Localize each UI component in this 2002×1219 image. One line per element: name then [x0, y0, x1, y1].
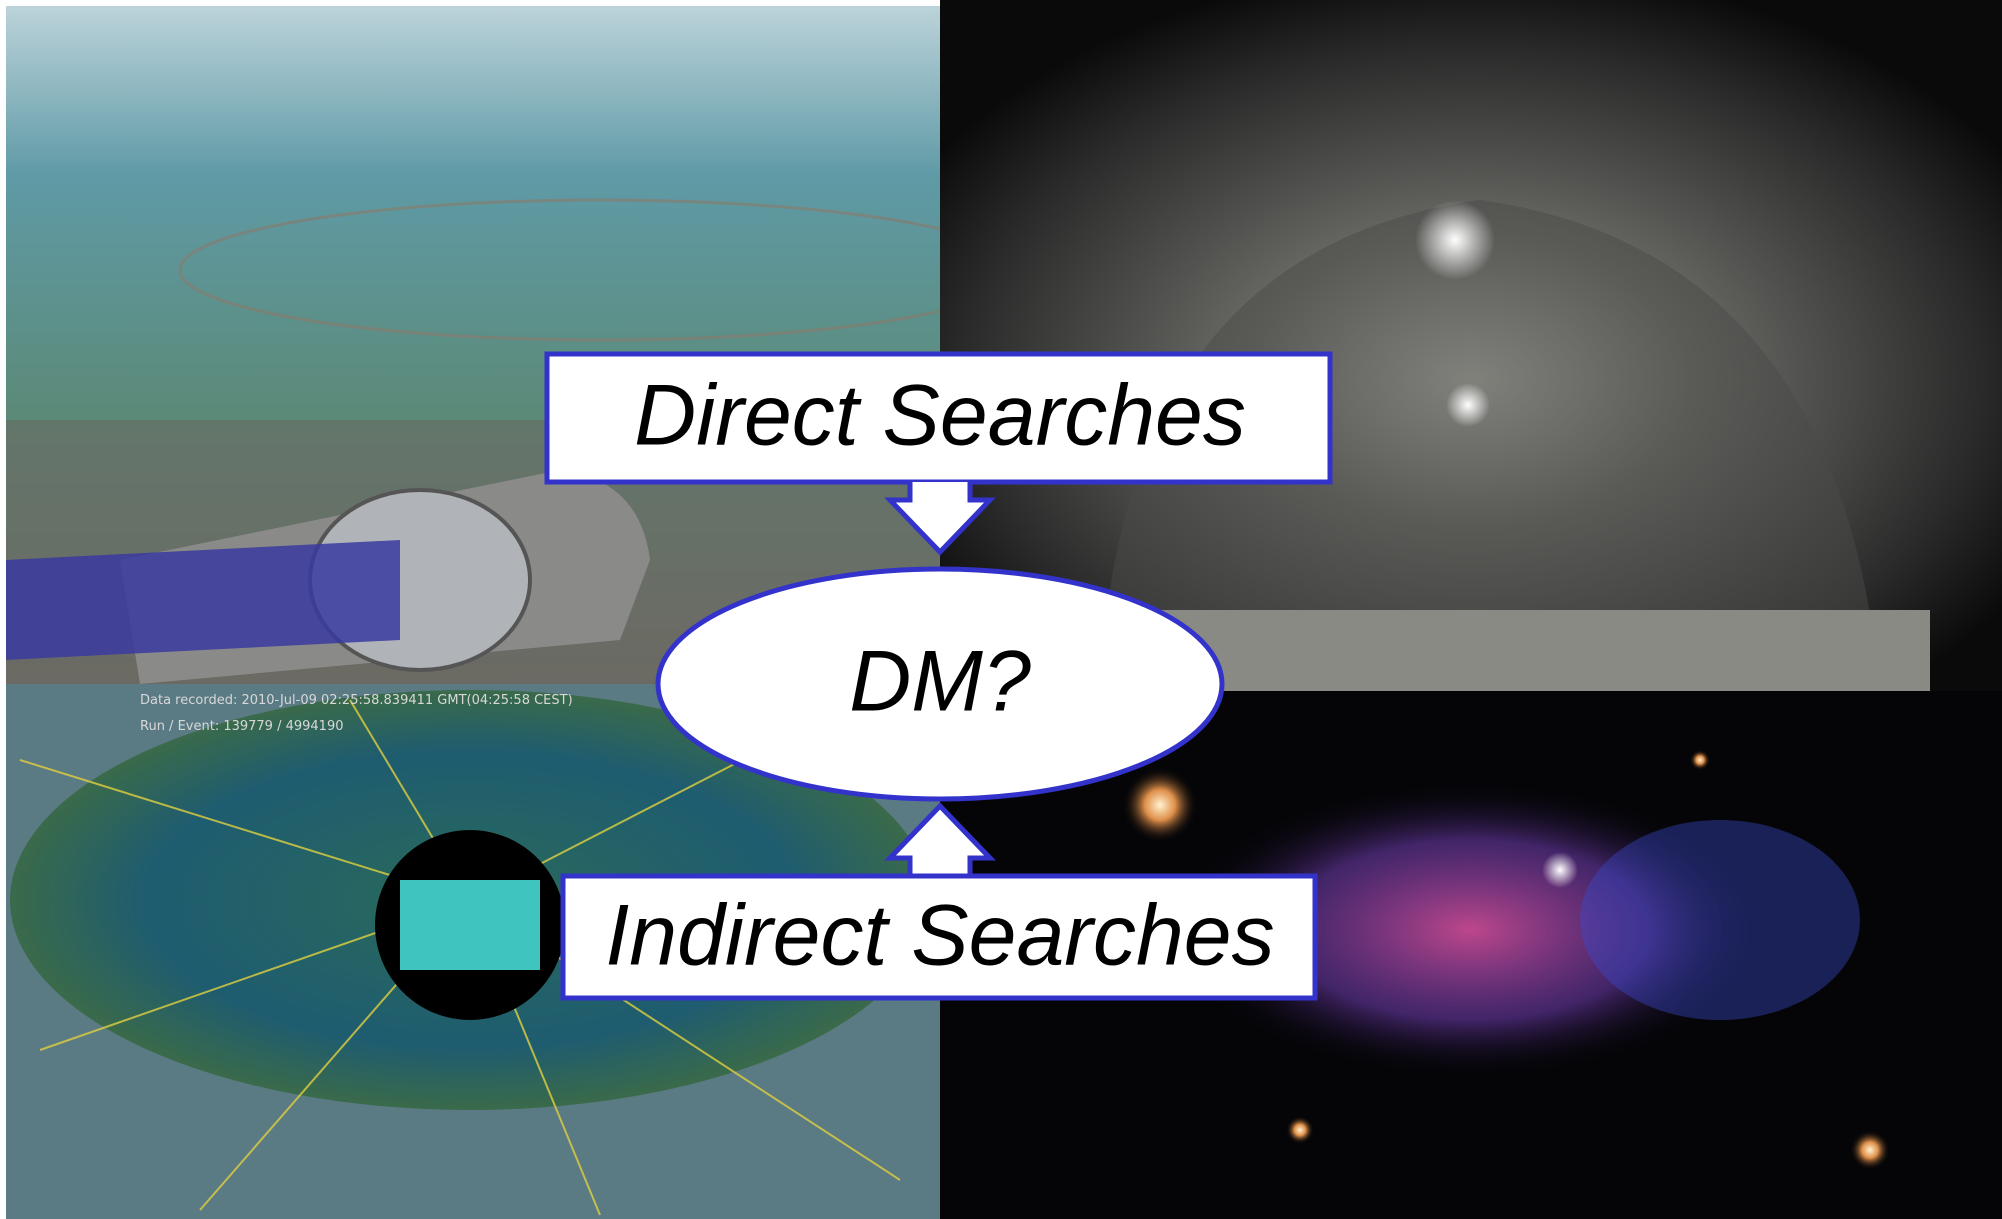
- indirect-label: Indirect Searches: [605, 888, 1274, 984]
- collage: Data recorded: 2010-Jul-09 02:25:58.8394…: [0, 0, 2002, 1219]
- dm-label: DM?: [849, 634, 1031, 730]
- direct-label: Direct Searches: [634, 368, 1246, 464]
- event-recorded: Data recorded: 2010-Jul-09 02:25:58.8394…: [140, 693, 573, 708]
- event-run: Run / Event: 139779 / 4994190: [140, 719, 344, 734]
- diagram: Direct Searches DM? Indirect Searches: [547, 354, 1330, 998]
